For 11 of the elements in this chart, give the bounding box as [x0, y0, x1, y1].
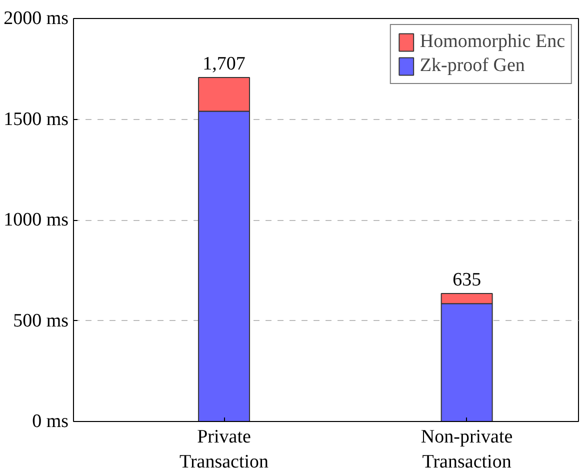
legend-label: Zk-proof Gen	[420, 55, 525, 77]
y-tick-label: 500 ms	[13, 310, 69, 332]
x-tick-label: Private Transaction	[180, 426, 270, 473]
legend-label: Homomorphic Enc	[420, 31, 565, 53]
y-tick-label: 0 ms	[32, 411, 69, 432]
y-tick-label: 1500 ms	[4, 108, 69, 130]
total-label: 1,707	[202, 54, 246, 75]
x-tick-label: Non-private Transaction	[420, 426, 513, 473]
y-tick-label: 2000 ms	[4, 8, 69, 29]
total-label: 635	[452, 270, 482, 291]
y-tick-label: 1000 ms	[4, 210, 69, 230]
